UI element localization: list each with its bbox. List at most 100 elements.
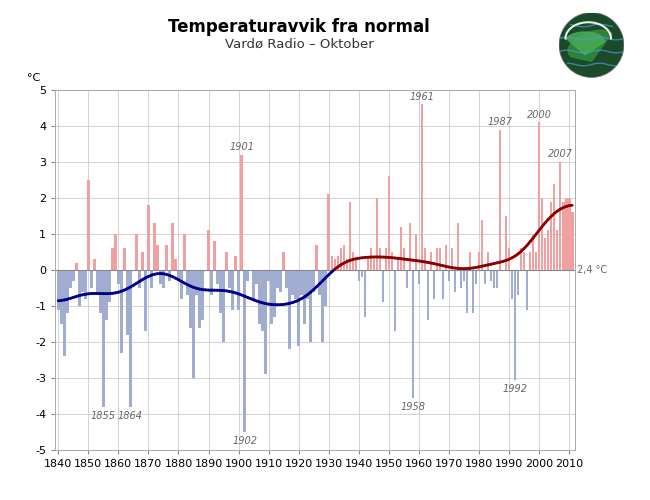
Bar bbox=[367, 256, 369, 270]
Bar bbox=[84, 270, 86, 299]
Bar bbox=[478, 252, 480, 270]
Bar bbox=[195, 270, 198, 295]
Bar bbox=[265, 270, 267, 374]
Bar bbox=[499, 130, 501, 270]
Bar bbox=[240, 155, 243, 270]
Bar bbox=[126, 270, 129, 335]
Bar bbox=[544, 238, 547, 270]
Bar bbox=[168, 270, 171, 281]
Bar bbox=[291, 270, 294, 295]
Text: °C: °C bbox=[27, 73, 40, 83]
Bar bbox=[69, 270, 72, 288]
Bar bbox=[487, 252, 489, 270]
Bar bbox=[559, 162, 562, 270]
Bar bbox=[474, 270, 477, 284]
Text: 1961: 1961 bbox=[410, 92, 434, 102]
Bar bbox=[391, 252, 393, 270]
Bar bbox=[96, 270, 99, 295]
Bar bbox=[153, 223, 156, 270]
Bar bbox=[421, 104, 423, 270]
Text: 1855: 1855 bbox=[91, 411, 116, 421]
Text: 2,4 °C: 2,4 °C bbox=[577, 265, 607, 275]
Bar bbox=[330, 256, 333, 270]
Bar bbox=[231, 270, 234, 310]
Bar bbox=[174, 259, 177, 270]
Text: 1901: 1901 bbox=[229, 142, 254, 152]
Bar bbox=[358, 270, 360, 281]
Bar bbox=[123, 248, 125, 270]
Bar bbox=[376, 198, 378, 270]
Bar bbox=[216, 270, 219, 284]
Bar bbox=[406, 270, 408, 288]
Polygon shape bbox=[566, 32, 604, 54]
Bar bbox=[565, 198, 567, 270]
Bar bbox=[535, 252, 538, 270]
Bar bbox=[361, 270, 363, 277]
Bar bbox=[289, 270, 291, 349]
Bar bbox=[90, 270, 92, 288]
Bar bbox=[333, 259, 336, 270]
Bar bbox=[228, 270, 231, 288]
Bar bbox=[324, 270, 327, 306]
Bar bbox=[285, 270, 288, 288]
Bar bbox=[270, 270, 273, 324]
Bar bbox=[426, 270, 429, 320]
Bar bbox=[430, 252, 432, 270]
Bar bbox=[294, 270, 297, 299]
Bar bbox=[343, 245, 345, 270]
Bar bbox=[183, 234, 186, 270]
Polygon shape bbox=[559, 12, 624, 78]
Bar bbox=[117, 270, 120, 284]
Bar bbox=[141, 252, 144, 270]
Bar bbox=[87, 180, 90, 270]
Text: 2007: 2007 bbox=[548, 149, 573, 159]
Bar bbox=[466, 270, 468, 313]
Bar bbox=[547, 230, 549, 270]
Bar bbox=[102, 270, 105, 407]
Bar bbox=[306, 270, 309, 299]
Bar bbox=[261, 270, 264, 331]
Bar bbox=[354, 259, 357, 270]
Bar bbox=[348, 202, 351, 270]
Bar bbox=[219, 270, 222, 313]
Bar bbox=[370, 248, 372, 270]
Bar bbox=[66, 270, 68, 313]
Bar bbox=[280, 270, 282, 291]
Bar bbox=[337, 256, 339, 270]
Bar bbox=[162, 270, 164, 288]
Bar bbox=[460, 270, 462, 288]
Bar bbox=[532, 234, 534, 270]
Text: 1902: 1902 bbox=[232, 436, 257, 446]
Bar bbox=[189, 270, 192, 328]
Bar bbox=[237, 270, 240, 310]
Bar bbox=[252, 270, 255, 299]
Bar bbox=[511, 270, 514, 299]
Bar bbox=[318, 270, 321, 295]
Bar bbox=[514, 270, 516, 380]
Bar bbox=[490, 270, 492, 281]
Bar bbox=[363, 270, 366, 317]
Bar bbox=[274, 270, 276, 317]
Bar bbox=[553, 184, 556, 270]
Bar bbox=[99, 270, 101, 313]
Bar bbox=[469, 252, 471, 270]
Bar bbox=[150, 270, 153, 288]
Bar bbox=[433, 270, 436, 299]
Bar bbox=[207, 230, 210, 270]
Bar bbox=[78, 270, 81, 306]
Bar bbox=[202, 270, 204, 320]
Bar bbox=[234, 256, 237, 270]
Bar bbox=[309, 270, 312, 342]
Bar bbox=[177, 270, 180, 281]
Bar bbox=[517, 270, 519, 295]
Bar bbox=[267, 270, 270, 281]
Bar bbox=[213, 241, 216, 270]
Bar bbox=[520, 248, 523, 270]
Bar bbox=[75, 263, 77, 270]
Bar bbox=[387, 176, 390, 270]
Bar bbox=[328, 194, 330, 270]
Bar bbox=[396, 259, 399, 270]
Bar bbox=[129, 270, 132, 407]
Bar bbox=[493, 270, 495, 288]
Bar bbox=[415, 234, 417, 270]
